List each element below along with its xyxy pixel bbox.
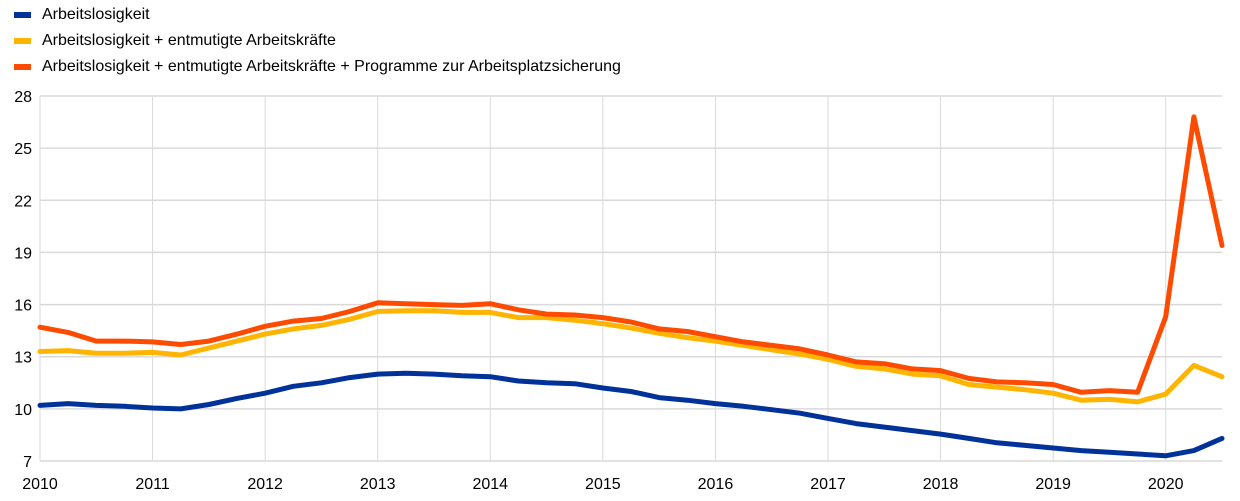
x-tick-label: 2020 (1148, 476, 1184, 493)
legend: Arbeitslosigkeit Arbeitslosigkeit + entm… (14, 2, 621, 80)
x-tick-label: 2016 (698, 476, 734, 493)
series-line-2 (37, 308, 1225, 405)
y-tick-label: 19 (14, 245, 32, 262)
x-tick-label: 2015 (585, 476, 621, 493)
x-tick-label: 2019 (1035, 476, 1071, 493)
legend-swatch (14, 12, 31, 18)
y-tick-label: 28 (14, 89, 32, 106)
x-tick-label: 2013 (360, 476, 396, 493)
legend-label: Arbeitslosigkeit + entmutigte Arbeitskrä… (42, 58, 621, 75)
y-tick-label: 25 (14, 141, 32, 158)
y-tick-label: 22 (14, 193, 32, 210)
series-line-1 (37, 370, 1225, 459)
series-line-3 (37, 114, 1225, 395)
x-tick-label: 2018 (923, 476, 959, 493)
x-tick-label: 2014 (472, 476, 508, 493)
legend-item-job-retention: Arbeitslosigkeit + entmutigte Arbeitskrä… (14, 54, 621, 80)
x-tick-label: 2010 (22, 476, 58, 493)
y-tick-label: 13 (14, 350, 32, 367)
legend-swatch (14, 64, 31, 70)
legend-swatch (14, 38, 31, 44)
legend-label: Arbeitslosigkeit + entmutigte Arbeitskrä… (42, 32, 336, 49)
legend-label: Arbeitslosigkeit (42, 6, 150, 23)
x-tick-label: 2011 (135, 476, 170, 493)
x-tick-label: 2017 (810, 476, 846, 493)
y-tick-label: 10 (14, 402, 32, 419)
legend-item-discouraged: Arbeitslosigkeit + entmutigte Arbeitskrä… (14, 28, 621, 54)
x-tick-label: 2012 (247, 476, 283, 493)
legend-item-unemployment: Arbeitslosigkeit (14, 2, 621, 28)
y-tick-label: 16 (14, 298, 32, 315)
y-tick-label: 7 (23, 454, 32, 471)
